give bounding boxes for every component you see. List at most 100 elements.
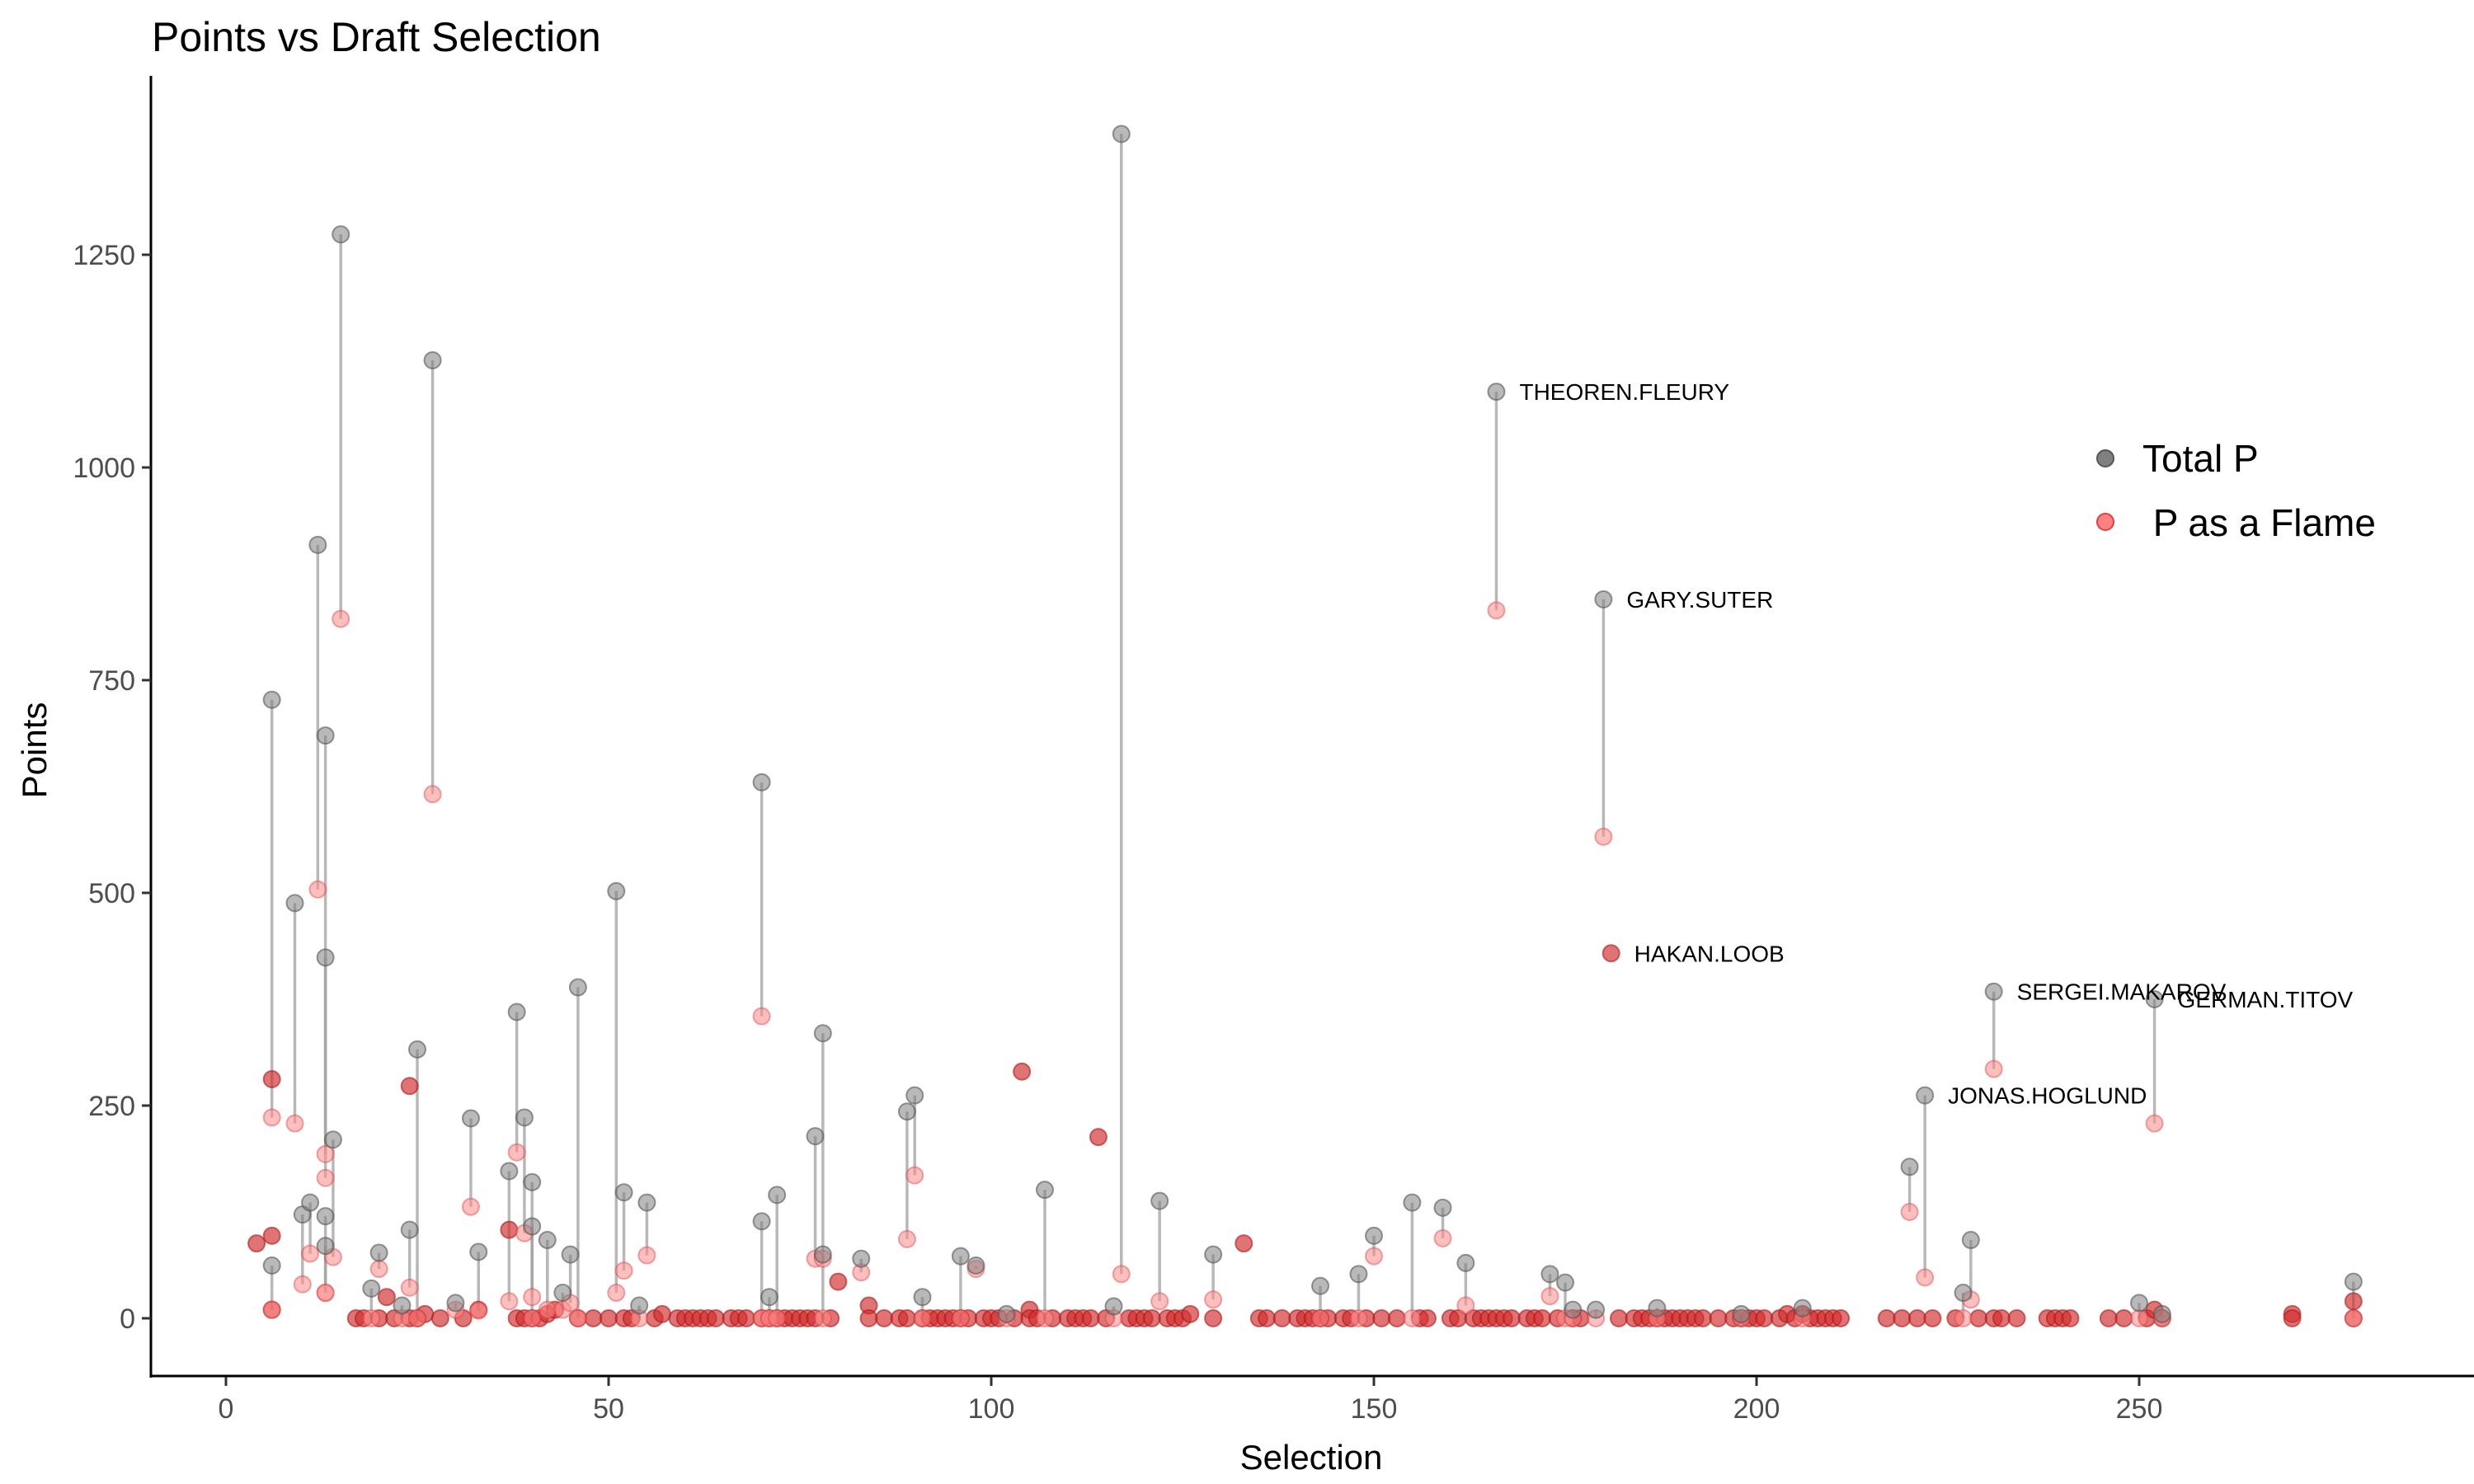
overlap-point — [1013, 1062, 1032, 1081]
total-point — [852, 1249, 871, 1268]
total-point — [2145, 990, 2164, 1008]
total-point — [1487, 383, 1506, 402]
overlap-point-tint — [1832, 1310, 1850, 1327]
total-point — [568, 978, 587, 997]
overlap-point-tint — [1610, 1310, 1627, 1327]
flame-point — [897, 1230, 916, 1249]
overlap-point-tint — [1602, 945, 1620, 962]
overlap-point-tint — [600, 1310, 617, 1327]
total-point — [561, 1245, 580, 1264]
y-axis-title: Points — [15, 702, 54, 799]
overlap-point-tint — [707, 1310, 724, 1327]
overlap-point-tint — [1908, 1310, 1926, 1327]
x-tick-label: 200 — [1733, 1393, 1780, 1425]
total-point — [369, 1243, 388, 1262]
overlap-point-tint — [401, 1078, 418, 1095]
total-point — [2130, 1294, 2148, 1313]
total-point — [768, 1186, 787, 1205]
total-point — [1104, 1297, 1123, 1316]
overlap-point-tint — [1205, 1310, 1222, 1327]
flame-point — [913, 1309, 932, 1327]
flame-point — [1540, 1287, 1559, 1306]
flame-point — [2145, 1114, 2164, 1133]
total-point — [2344, 1272, 2363, 1291]
chart-title: Points vs Draft Selection — [152, 14, 601, 60]
flame-point — [262, 1108, 281, 1127]
overlap-point-tint — [1503, 1310, 1521, 1327]
overlap-point-tint — [2062, 1310, 2079, 1327]
x-axis-title: Selection — [1240, 1438, 1383, 1477]
total-point — [905, 1086, 924, 1105]
flame-point — [523, 1288, 542, 1307]
y-tick-label: 750 — [88, 665, 135, 697]
overlap-point — [262, 1226, 281, 1245]
point-label: HAKAN.LOOB — [1634, 941, 1785, 966]
total-point — [1204, 1245, 1223, 1264]
total-point — [913, 1288, 932, 1307]
flame-point — [285, 1114, 304, 1133]
flame-point — [316, 1284, 335, 1303]
total-point — [1556, 1273, 1574, 1292]
overlap-point — [1181, 1304, 1200, 1323]
y-tick-label: 1000 — [73, 453, 135, 484]
flame-point — [316, 1144, 335, 1163]
total-point — [1564, 1300, 1583, 1319]
total-point — [408, 1040, 426, 1059]
overlap-point-tint — [1756, 1310, 1773, 1327]
total-point — [967, 1256, 985, 1275]
flame-point — [568, 1309, 587, 1327]
overlap-point — [2061, 1309, 2080, 1327]
overlap-point — [2283, 1309, 2302, 1327]
total-point — [752, 773, 771, 791]
y-tick-label: 0 — [120, 1303, 135, 1335]
total-point — [461, 1109, 480, 1128]
total-point — [1540, 1265, 1559, 1284]
overlap-point-tint — [431, 1310, 449, 1327]
overlap-point-tint — [860, 1310, 877, 1327]
flame-point — [1594, 827, 1613, 846]
y-tick-label: 250 — [88, 1091, 135, 1122]
total-point — [607, 881, 626, 900]
flame-point — [1900, 1203, 1919, 1221]
legend-label-flame: P as a Flame — [2142, 501, 2376, 544]
overlap-point — [1923, 1309, 1942, 1327]
flame-point — [951, 1309, 970, 1327]
point-label: JONAS.HOGLUND — [1948, 1083, 2147, 1109]
total-point — [393, 1296, 412, 1315]
overlap-point-tint — [1143, 1310, 1160, 1327]
flame-point — [369, 1260, 388, 1279]
total-point — [1916, 1086, 1935, 1105]
flame-point — [607, 1284, 626, 1303]
total-point — [1456, 1253, 1475, 1272]
flame-point — [332, 609, 350, 628]
x-tick-label: 150 — [1351, 1393, 1398, 1425]
point-label: GARY.SUTER — [1626, 587, 1773, 613]
total-point — [752, 1212, 771, 1231]
y-tick-label: 500 — [88, 878, 135, 909]
total-point — [316, 948, 335, 967]
total-point — [897, 1102, 916, 1121]
overlap-point-tint — [1235, 1235, 1253, 1252]
overlap-point — [247, 1234, 266, 1253]
overlap-point-tint — [1992, 1310, 2010, 1327]
overlap-point-tint — [2008, 1310, 2025, 1327]
total-point — [515, 1108, 534, 1127]
annotations: THEOREN.FLEURY GARY.SUTER HAKAN.LOOB SERGEI… — [1519, 379, 2353, 1108]
total-point — [500, 1162, 519, 1181]
flame-point — [1433, 1228, 1452, 1247]
total-point — [262, 1256, 281, 1275]
flame-point — [813, 1309, 832, 1327]
point-label: SERGEI.MAKAROV — [2017, 979, 2227, 1005]
overlap-point-tint — [830, 1273, 847, 1290]
flame-point — [523, 1309, 542, 1327]
overlap-point — [829, 1272, 848, 1291]
flame-point — [2130, 1309, 2148, 1327]
overlap-point — [400, 1077, 419, 1096]
flame-point — [507, 1143, 526, 1162]
legend-key-flame — [2096, 513, 2114, 531]
total-point — [1648, 1298, 1667, 1317]
flame-point — [1916, 1268, 1935, 1287]
overlap-point-tint — [2345, 1293, 2362, 1310]
flame-point — [905, 1166, 924, 1185]
total-point — [362, 1279, 381, 1298]
